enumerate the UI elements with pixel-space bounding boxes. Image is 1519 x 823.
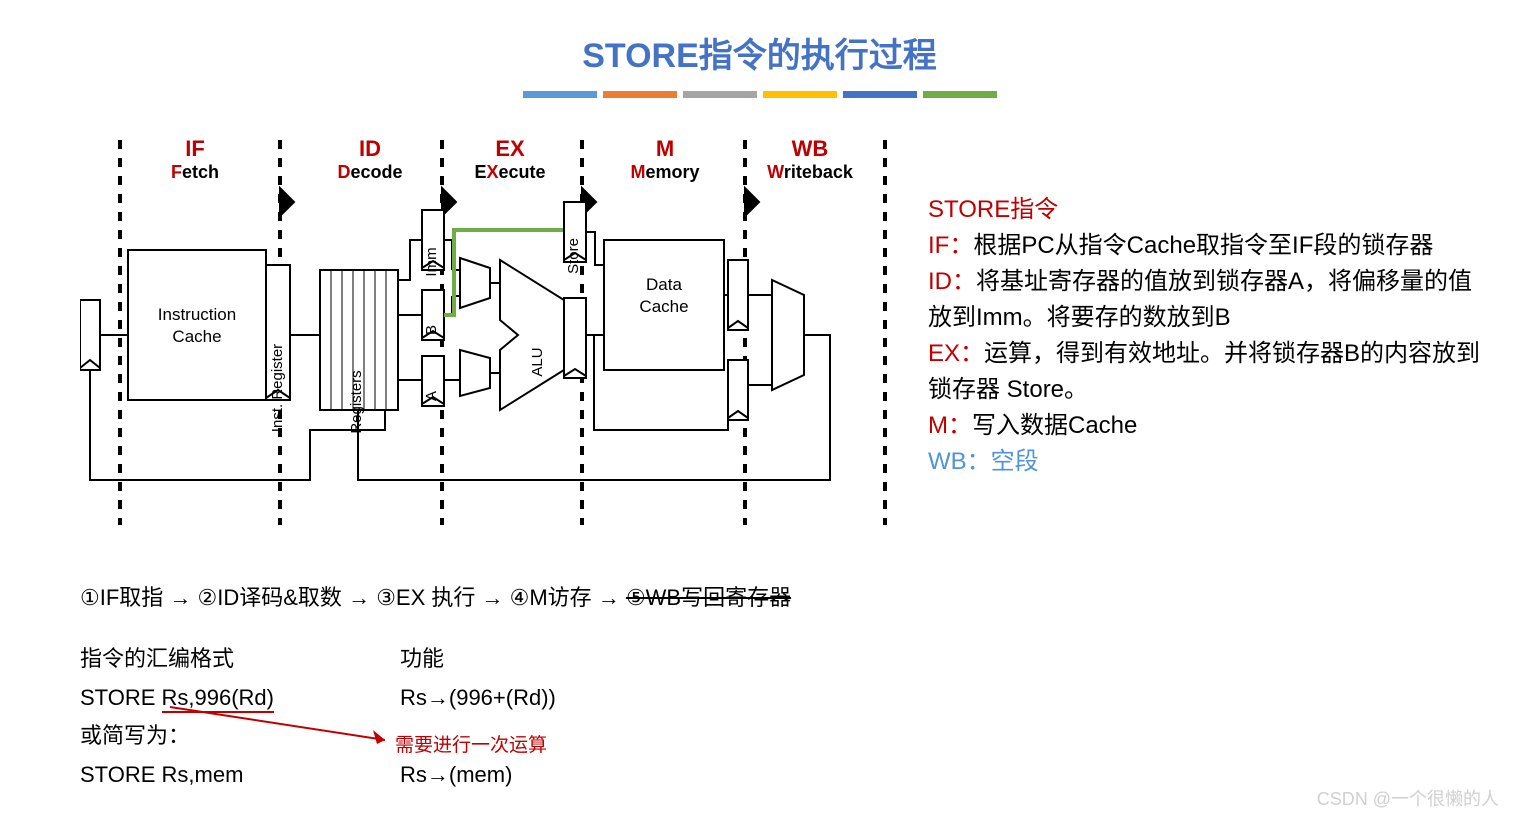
stage-m-abbr: M [656, 136, 674, 161]
latch-alu-out [564, 298, 586, 378]
calc-note: 需要进行一次运算 [395, 730, 547, 757]
svg-text:Cache: Cache [172, 327, 221, 346]
svg-text:Inst. Register: Inst. Register [269, 344, 286, 432]
bar-4 [763, 91, 837, 98]
stage-headers: IF Fetch ID Decode EX EXecute M Memory W… [171, 136, 854, 182]
svg-text:Writeback: Writeback [767, 162, 854, 182]
color-bars [0, 91, 1519, 98]
side-ex-key: EX： [928, 340, 984, 367]
bar-3 [683, 91, 757, 98]
svg-text:Cache: Cache [639, 297, 688, 316]
side-id-key: ID： [928, 268, 976, 295]
side-id-text: 将基址寄存器的值放到锁存器A，将偏移量的值放到Imm。将要存的数放到B [928, 268, 1472, 331]
side-wb-key: WB： [928, 448, 991, 475]
latch-m2 [728, 360, 748, 420]
bar-5 [843, 91, 917, 98]
side-if-key: IF： [928, 232, 973, 259]
svg-text:EXecute: EXecute [474, 162, 545, 182]
bar-1 [523, 91, 597, 98]
asm-header-2: 功能 [400, 640, 760, 679]
page-title: STORE指令的执行过程 [0, 0, 1519, 77]
asm-line-3b: Rs→(mem) [400, 756, 760, 795]
svg-text:Fetch: Fetch [171, 162, 219, 182]
asm-alt-label: 或简写为： [80, 717, 400, 756]
side-ex-text: 运算，得到有效地址。并将锁存器B的内容放到锁存器 Store。 [928, 340, 1480, 403]
bar-6 [923, 91, 997, 98]
mux-lower [460, 350, 490, 396]
side-m-key: M： [928, 412, 972, 439]
pipeline-diagram: IF Fetch ID Decode EX EXecute M Memory W… [80, 130, 890, 530]
svg-text:ALU: ALU [529, 347, 546, 376]
stage-id-abbr: ID [359, 136, 381, 161]
pipeline-flow-text: ①IF取指 → ②ID译码&取数 → ③EX 执行 → ④M访存 → ⑤WB写回… [80, 580, 791, 612]
asm-operand-underline: Rs,996(Rd) [162, 685, 274, 713]
svg-text:Instruction: Instruction [158, 305, 236, 324]
alu-block: ALU [500, 260, 564, 410]
latch-m1 [728, 260, 748, 330]
svg-text:B: B [423, 325, 440, 335]
stage-if-abbr: IF [185, 136, 205, 161]
latch-b: B [422, 290, 444, 340]
side-m-text: 写入数据Cache [972, 412, 1137, 439]
svg-text:Imm: Imm [423, 247, 440, 276]
bar-2 [603, 91, 677, 98]
instruction-cache-block: Instruction Cache [128, 250, 266, 400]
stage-wb-abbr: WB [792, 136, 829, 161]
latch-a: A [422, 356, 444, 406]
side-head: STORE指令 [928, 192, 1493, 228]
latch-store: Store [564, 202, 586, 274]
svg-text:A: A [423, 391, 440, 401]
data-cache-block: Data Cache [604, 240, 724, 370]
svg-text:Registers: Registers [348, 370, 365, 433]
svg-text:Decode: Decode [337, 162, 402, 182]
registers-block: Registers [320, 270, 398, 434]
mux-upper [460, 258, 490, 308]
svg-text:Data: Data [646, 275, 682, 294]
asm-func-1: Rs→(996+(Rd)) [400, 679, 760, 718]
wb-mux [772, 280, 804, 390]
assembly-format-block: 指令的汇编格式 功能 STORE Rs,996(Rd) Rs→(996+(Rd)… [80, 640, 760, 794]
pc-block: PC [80, 300, 100, 370]
latch-imm: Imm [422, 210, 444, 277]
instruction-register-block: Inst. Register [266, 265, 290, 432]
stage-ex-abbr: EX [495, 136, 525, 161]
explanation-text: STORE指令 IF：根据PC从指令Cache取指令至IF段的锁存器 ID：将基… [928, 192, 1493, 480]
side-if-text: 根据PC从指令Cache取指令至IF段的锁存器 [973, 232, 1433, 259]
svg-text:Store: Store [565, 238, 582, 274]
asm-header-1: 指令的汇编格式 [80, 640, 400, 679]
watermark: CSDN @一个很懒的人 [1317, 785, 1499, 811]
side-wb-text: 空段 [991, 448, 1039, 475]
svg-text:Memory: Memory [630, 162, 699, 182]
asm-line-3a: STORE Rs,mem [80, 756, 400, 795]
